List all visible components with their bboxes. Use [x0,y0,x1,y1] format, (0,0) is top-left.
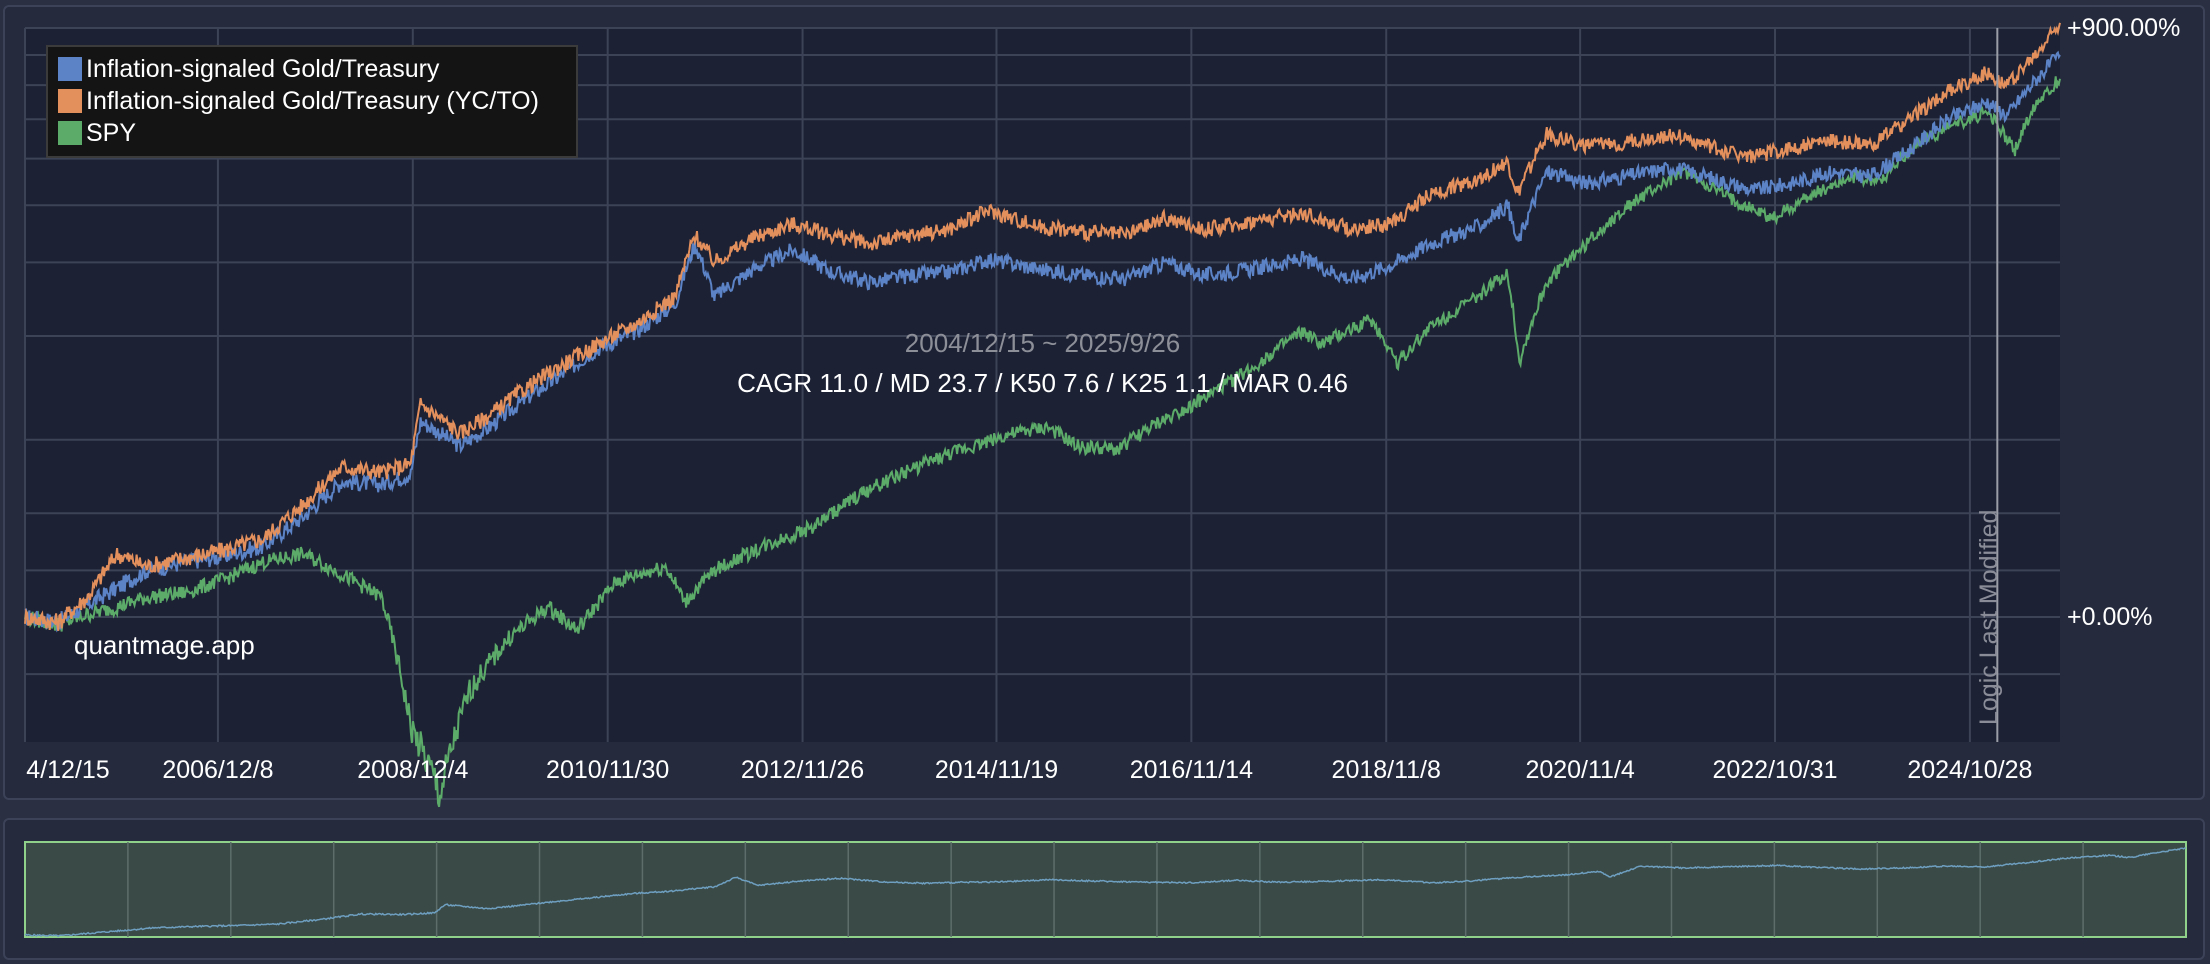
y-label-zero: +0.00% [2067,603,2153,631]
x-tick-label: 2008/12/4 [357,756,469,784]
legend-label: SPY [86,118,137,147]
series-layer [24,22,2061,808]
x-tick-label: 2014/11/19 [934,756,1059,784]
legend-label: Inflation-signaled Gold/Treasury [86,54,440,83]
series-line-0 [24,50,2061,633]
x-tick-label: 2022/10/31 [1712,756,1838,784]
nav-series-line [24,847,2187,938]
legend-label: Inflation-signaled Gold/Treasury (YC/TO) [86,86,539,115]
legend[interactable]: Inflation-signaled Gold/Treasury Inflati… [46,45,578,158]
legend-swatch [58,121,82,145]
y-label-top: +900.00% [2067,14,2181,42]
date-range-label: 2004/12/15 ~ 2025/9/26 [904,328,1181,358]
legend-item-gold-treasury-yc-to[interactable]: Inflation-signaled Gold/Treasury (YC/TO) [58,85,576,117]
x-tick-label: 2010/11/30 [546,756,670,784]
x-tick-label: 2020/11/4 [1525,756,1635,784]
navigator-series [24,847,2187,938]
x-tick-label: 2018/11/8 [1331,756,1441,784]
x-tick-label: 2012/11/26 [740,756,865,784]
series-line-2 [24,76,2061,808]
stats-label: CAGR 11.0 / MD 23.7 / K50 7.6 / K25 1.1 … [737,368,1348,398]
legend-item-spy[interactable]: SPY [58,117,576,149]
series-line-1 [24,22,2061,631]
navigator-selection[interactable] [24,841,2187,938]
x-tick-label: 2024/10/28 [1907,756,2033,784]
navigator-grid [127,842,2084,937]
x-tick-label: 2006/12/8 [162,756,274,784]
watermark: quantmage.app [74,630,255,660]
x-tick-label: 2016/11/14 [1129,756,1253,784]
x-tick-label: 4/12/15 [26,756,110,784]
legend-item-gold-treasury[interactable]: Inflation-signaled Gold/Treasury [58,53,576,85]
legend-swatch [58,89,82,113]
legend-swatch [58,57,82,81]
